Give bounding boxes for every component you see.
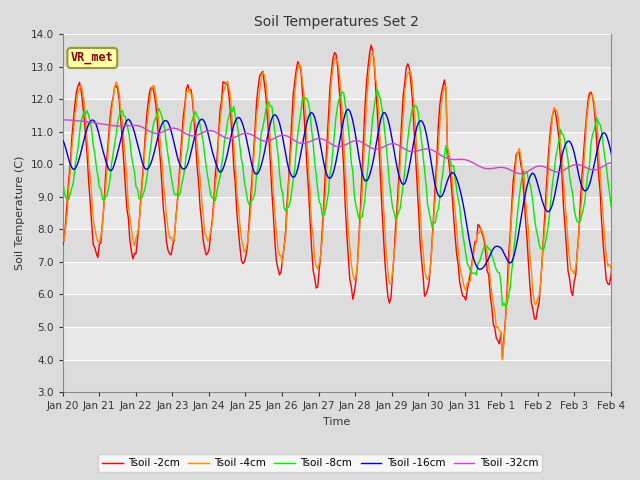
Bar: [63, 35, 611, 67]
Tsoil -8cm: [477, 253, 485, 259]
Tsoil -4cm: [79, 88, 86, 94]
Tsoil -32cm: [564, 165, 572, 170]
Tsoil -16cm: [344, 106, 352, 112]
Tsoil -32cm: [476, 164, 483, 169]
Tsoil -16cm: [79, 143, 86, 148]
Title: Soil Temperatures Set 2: Soil Temperatures Set 2: [254, 15, 419, 29]
Tsoil -4cm: [59, 239, 67, 244]
Tsoil -4cm: [369, 48, 376, 54]
Text: VR_met: VR_met: [71, 51, 114, 64]
Tsoil -16cm: [97, 140, 105, 145]
Tsoil -2cm: [79, 99, 86, 105]
X-axis label: Time: Time: [323, 417, 351, 427]
Tsoil -4cm: [566, 257, 573, 263]
Line: Tsoil -8cm: Tsoil -8cm: [63, 90, 640, 307]
Tsoil -2cm: [59, 243, 67, 249]
Tsoil -2cm: [477, 228, 485, 233]
Y-axis label: Soil Temperature (C): Soil Temperature (C): [15, 156, 25, 270]
Bar: [63, 197, 611, 229]
Bar: [63, 67, 611, 99]
Bar: [63, 360, 611, 392]
Tsoil -2cm: [360, 137, 367, 143]
Bar: [63, 132, 611, 164]
Tsoil -32cm: [97, 121, 105, 127]
Tsoil -4cm: [477, 226, 485, 231]
Bar: [63, 327, 611, 360]
Tsoil -2cm: [97, 240, 105, 246]
Tsoil -32cm: [79, 119, 86, 124]
Line: Tsoil -2cm: Tsoil -2cm: [63, 45, 640, 359]
Tsoil -8cm: [59, 177, 67, 183]
Tsoil -8cm: [502, 304, 509, 310]
Line: Tsoil -16cm: Tsoil -16cm: [63, 109, 640, 269]
Tsoil -4cm: [97, 234, 105, 240]
Tsoil -16cm: [476, 266, 483, 272]
Tsoil -4cm: [499, 357, 506, 363]
Bar: [63, 294, 611, 327]
Line: Tsoil -32cm: Tsoil -32cm: [63, 120, 640, 174]
Tsoil -2cm: [367, 42, 375, 48]
Tsoil -16cm: [361, 178, 369, 183]
Tsoil -8cm: [566, 173, 573, 179]
Tsoil -16cm: [59, 137, 67, 143]
Tsoil -16cm: [566, 138, 573, 144]
Tsoil -32cm: [360, 140, 367, 146]
Tsoil -8cm: [373, 87, 381, 93]
Line: Tsoil -4cm: Tsoil -4cm: [63, 51, 640, 360]
Tsoil -8cm: [97, 186, 105, 192]
Bar: [63, 164, 611, 197]
Bar: [63, 262, 611, 294]
Bar: [63, 229, 611, 262]
Tsoil -2cm: [499, 356, 506, 361]
Tsoil -32cm: [59, 117, 67, 123]
Legend: Tsoil -2cm, Tsoil -4cm, Tsoil -8cm, Tsoil -16cm, Tsoil -32cm: Tsoil -2cm, Tsoil -4cm, Tsoil -8cm, Tsoi…: [98, 454, 542, 472]
Tsoil -8cm: [360, 206, 367, 212]
Tsoil -8cm: [79, 113, 86, 119]
Tsoil -4cm: [360, 160, 367, 166]
Tsoil -32cm: [517, 171, 525, 177]
Tsoil -16cm: [479, 265, 486, 271]
Bar: [63, 99, 611, 132]
Tsoil -2cm: [566, 276, 573, 282]
